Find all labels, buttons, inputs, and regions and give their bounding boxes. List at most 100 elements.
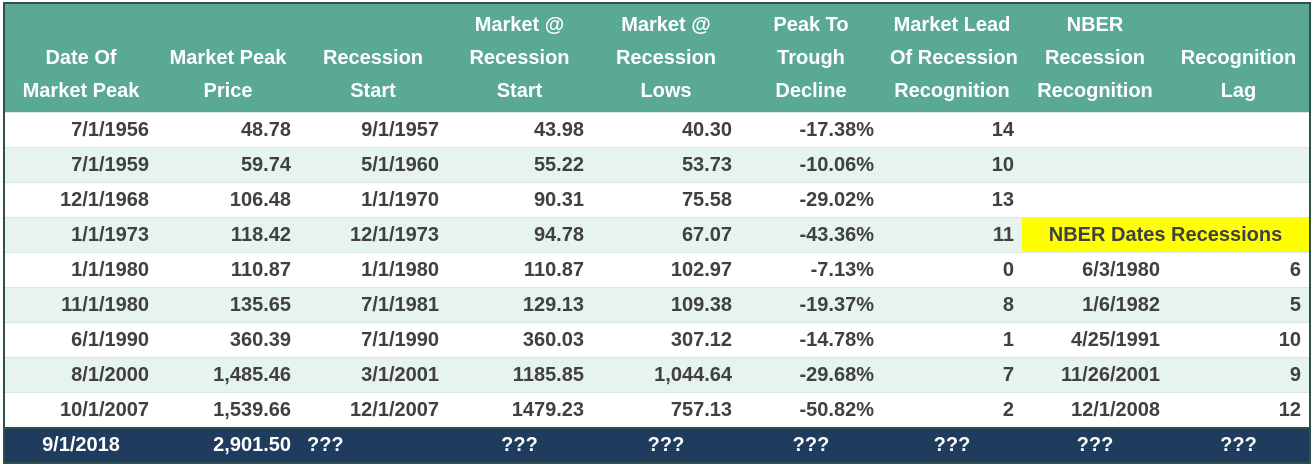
cell: 6/3/1980 — [1022, 252, 1168, 288]
cell: 53.73 — [592, 147, 740, 183]
cell: 757.13 — [592, 392, 740, 428]
cell: 11/1/1980 — [4, 287, 157, 323]
cell: -43.36% — [740, 217, 882, 253]
cell: -17.38% — [740, 112, 882, 148]
row: 11/1/1980 135.65 7/1/1981 129.13 109.38 -19.3… — [4, 287, 1310, 323]
cell: 1479.23 — [447, 392, 592, 428]
empty-cell — [1022, 147, 1168, 183]
row: 10/1/2007 1,539.66 12/1/2007 1479.23 757.13-… — [4, 392, 1310, 428]
cell: 7/1/1981 — [299, 287, 447, 323]
footer-cell: ??? — [299, 427, 447, 463]
cell: 118.42 — [157, 217, 299, 253]
cell: 8 — [882, 287, 1022, 323]
cell: 75.58 — [592, 182, 740, 218]
cell: 12/1/1968 — [4, 182, 157, 218]
cell: 10 — [1168, 322, 1310, 358]
footer-cell: ??? — [1168, 427, 1310, 463]
cell: 8/1/2000 — [4, 357, 157, 393]
cell: 1,539.66 — [157, 392, 299, 428]
header-line: Market @ — [621, 14, 711, 36]
cell: 11/26/2001 — [1022, 357, 1168, 393]
cell: 110.87 — [157, 252, 299, 288]
cell: -7.13% — [740, 252, 882, 288]
cell: 5 — [1168, 287, 1310, 323]
cell: -14.78% — [740, 322, 882, 358]
cell: 94.78 — [447, 217, 592, 253]
cell: 12/1/2008 — [1022, 392, 1168, 428]
empty-cell — [1022, 182, 1168, 218]
header-line: Market Lead — [893, 14, 1011, 36]
header-cell: Recognition Lag — [1168, 3, 1310, 113]
footer-cell: ??? — [592, 427, 740, 463]
cell: 109.38 — [592, 287, 740, 323]
cell: 1185.85 — [447, 357, 592, 393]
cell: 55.22 — [447, 147, 592, 183]
cell: -29.02% — [740, 182, 882, 218]
header-line: Recession — [615, 47, 717, 69]
cell: -29.68% — [740, 357, 882, 393]
cell: -19.37% — [740, 287, 882, 323]
footer-cell: ??? — [882, 427, 1022, 463]
cell: 1,485.46 — [157, 357, 299, 393]
cell: 12/1/2007 — [299, 392, 447, 428]
cell: 1/6/1982 — [1022, 287, 1168, 323]
header-line: Recession — [322, 47, 424, 69]
recession-table: Date Of Market Peak Market Peak Price Recess… — [3, 2, 1311, 464]
header-line: NBER — [1066, 14, 1124, 36]
cell: 48.78 — [157, 112, 299, 148]
cell: 40.30 — [592, 112, 740, 148]
cell: 6 — [1168, 252, 1310, 288]
cell: 10/1/2007 — [4, 392, 157, 428]
cell: 13 — [882, 182, 1022, 218]
footer-cell: 9/1/2018 — [4, 427, 157, 463]
cell: 12/1/1973 — [299, 217, 447, 253]
empty-cell — [1168, 147, 1310, 183]
header-cell: Recession Start — [299, 3, 447, 113]
header-cell: NBER Recession Recognition — [1022, 3, 1168, 113]
header-cell: Peak To Trough Decline — [740, 3, 882, 113]
header-line: Lag — [1220, 80, 1257, 102]
note: NBER Dates Recessions — [1022, 217, 1310, 253]
cell: 1/1/1980 — [4, 252, 157, 288]
cell: 11 — [882, 217, 1022, 253]
header-line: Date Of — [45, 47, 117, 69]
row: 1/1/1980 110.87 1/1/1980 110.87 102.97 -7.13%… — [4, 252, 1310, 288]
header-line: Peak To — [773, 14, 849, 36]
header-row: Date Of Market Peak Market Peak Price Recess… — [4, 3, 1310, 113]
cell: 6/1/1990 — [4, 322, 157, 358]
row: 6/1/1990 360.39 7/1/1990 360.03 307.12 -14.78… — [4, 322, 1310, 358]
header-line: Trough — [777, 47, 845, 69]
header-line: Recognition — [1037, 80, 1153, 102]
header-line: Recognition — [894, 80, 1010, 102]
cell: 14 — [882, 112, 1022, 148]
cell: 4/25/1991 — [1022, 322, 1168, 358]
cell: 7/1/1959 — [4, 147, 157, 183]
cell: 1/1/1973 — [4, 217, 157, 253]
header-cell: Market @ Recession Start — [447, 3, 592, 113]
cell: 10 — [882, 147, 1022, 183]
cell: 59.74 — [157, 147, 299, 183]
cell: 102.97 — [592, 252, 740, 288]
row: 7/1/1959 59.74 5/1/1960 55.22 53.73 -10.06% 10 — [4, 147, 1310, 183]
cell: 7 — [882, 357, 1022, 393]
row: 8/1/2000 1,485.46 3/1/2001 1185.85 1,044.64-… — [4, 357, 1310, 393]
footer-cell: ??? — [1022, 427, 1168, 463]
cell: 1/1/1980 — [299, 252, 447, 288]
header-cell: Date Of Market Peak — [4, 3, 157, 113]
row: 1/1/1973 118.42 12/1/1973 94.78 67.07 -43.36%… — [4, 217, 1310, 253]
cell: 9/1/1957 — [299, 112, 447, 148]
header-line: Price — [203, 80, 253, 102]
cell: 5/1/1960 — [299, 147, 447, 183]
empty-cell — [1168, 112, 1310, 148]
header-line: Decline — [775, 80, 847, 102]
cell: 12 — [1168, 392, 1310, 428]
header: Date Of Market Peak Market Peak Price Recess… — [4, 3, 1310, 113]
cell: 106.48 — [157, 182, 299, 218]
footer: 9/1/2018 2,901.50????????????????????? — [4, 427, 1310, 463]
cell: 7/1/1990 — [299, 322, 447, 358]
cell: 0 — [882, 252, 1022, 288]
cell: -10.06% — [740, 147, 882, 183]
header-cell: Market Peak Price — [157, 3, 299, 113]
cell: 7/1/1956 — [4, 112, 157, 148]
cell: 129.13 — [447, 287, 592, 323]
